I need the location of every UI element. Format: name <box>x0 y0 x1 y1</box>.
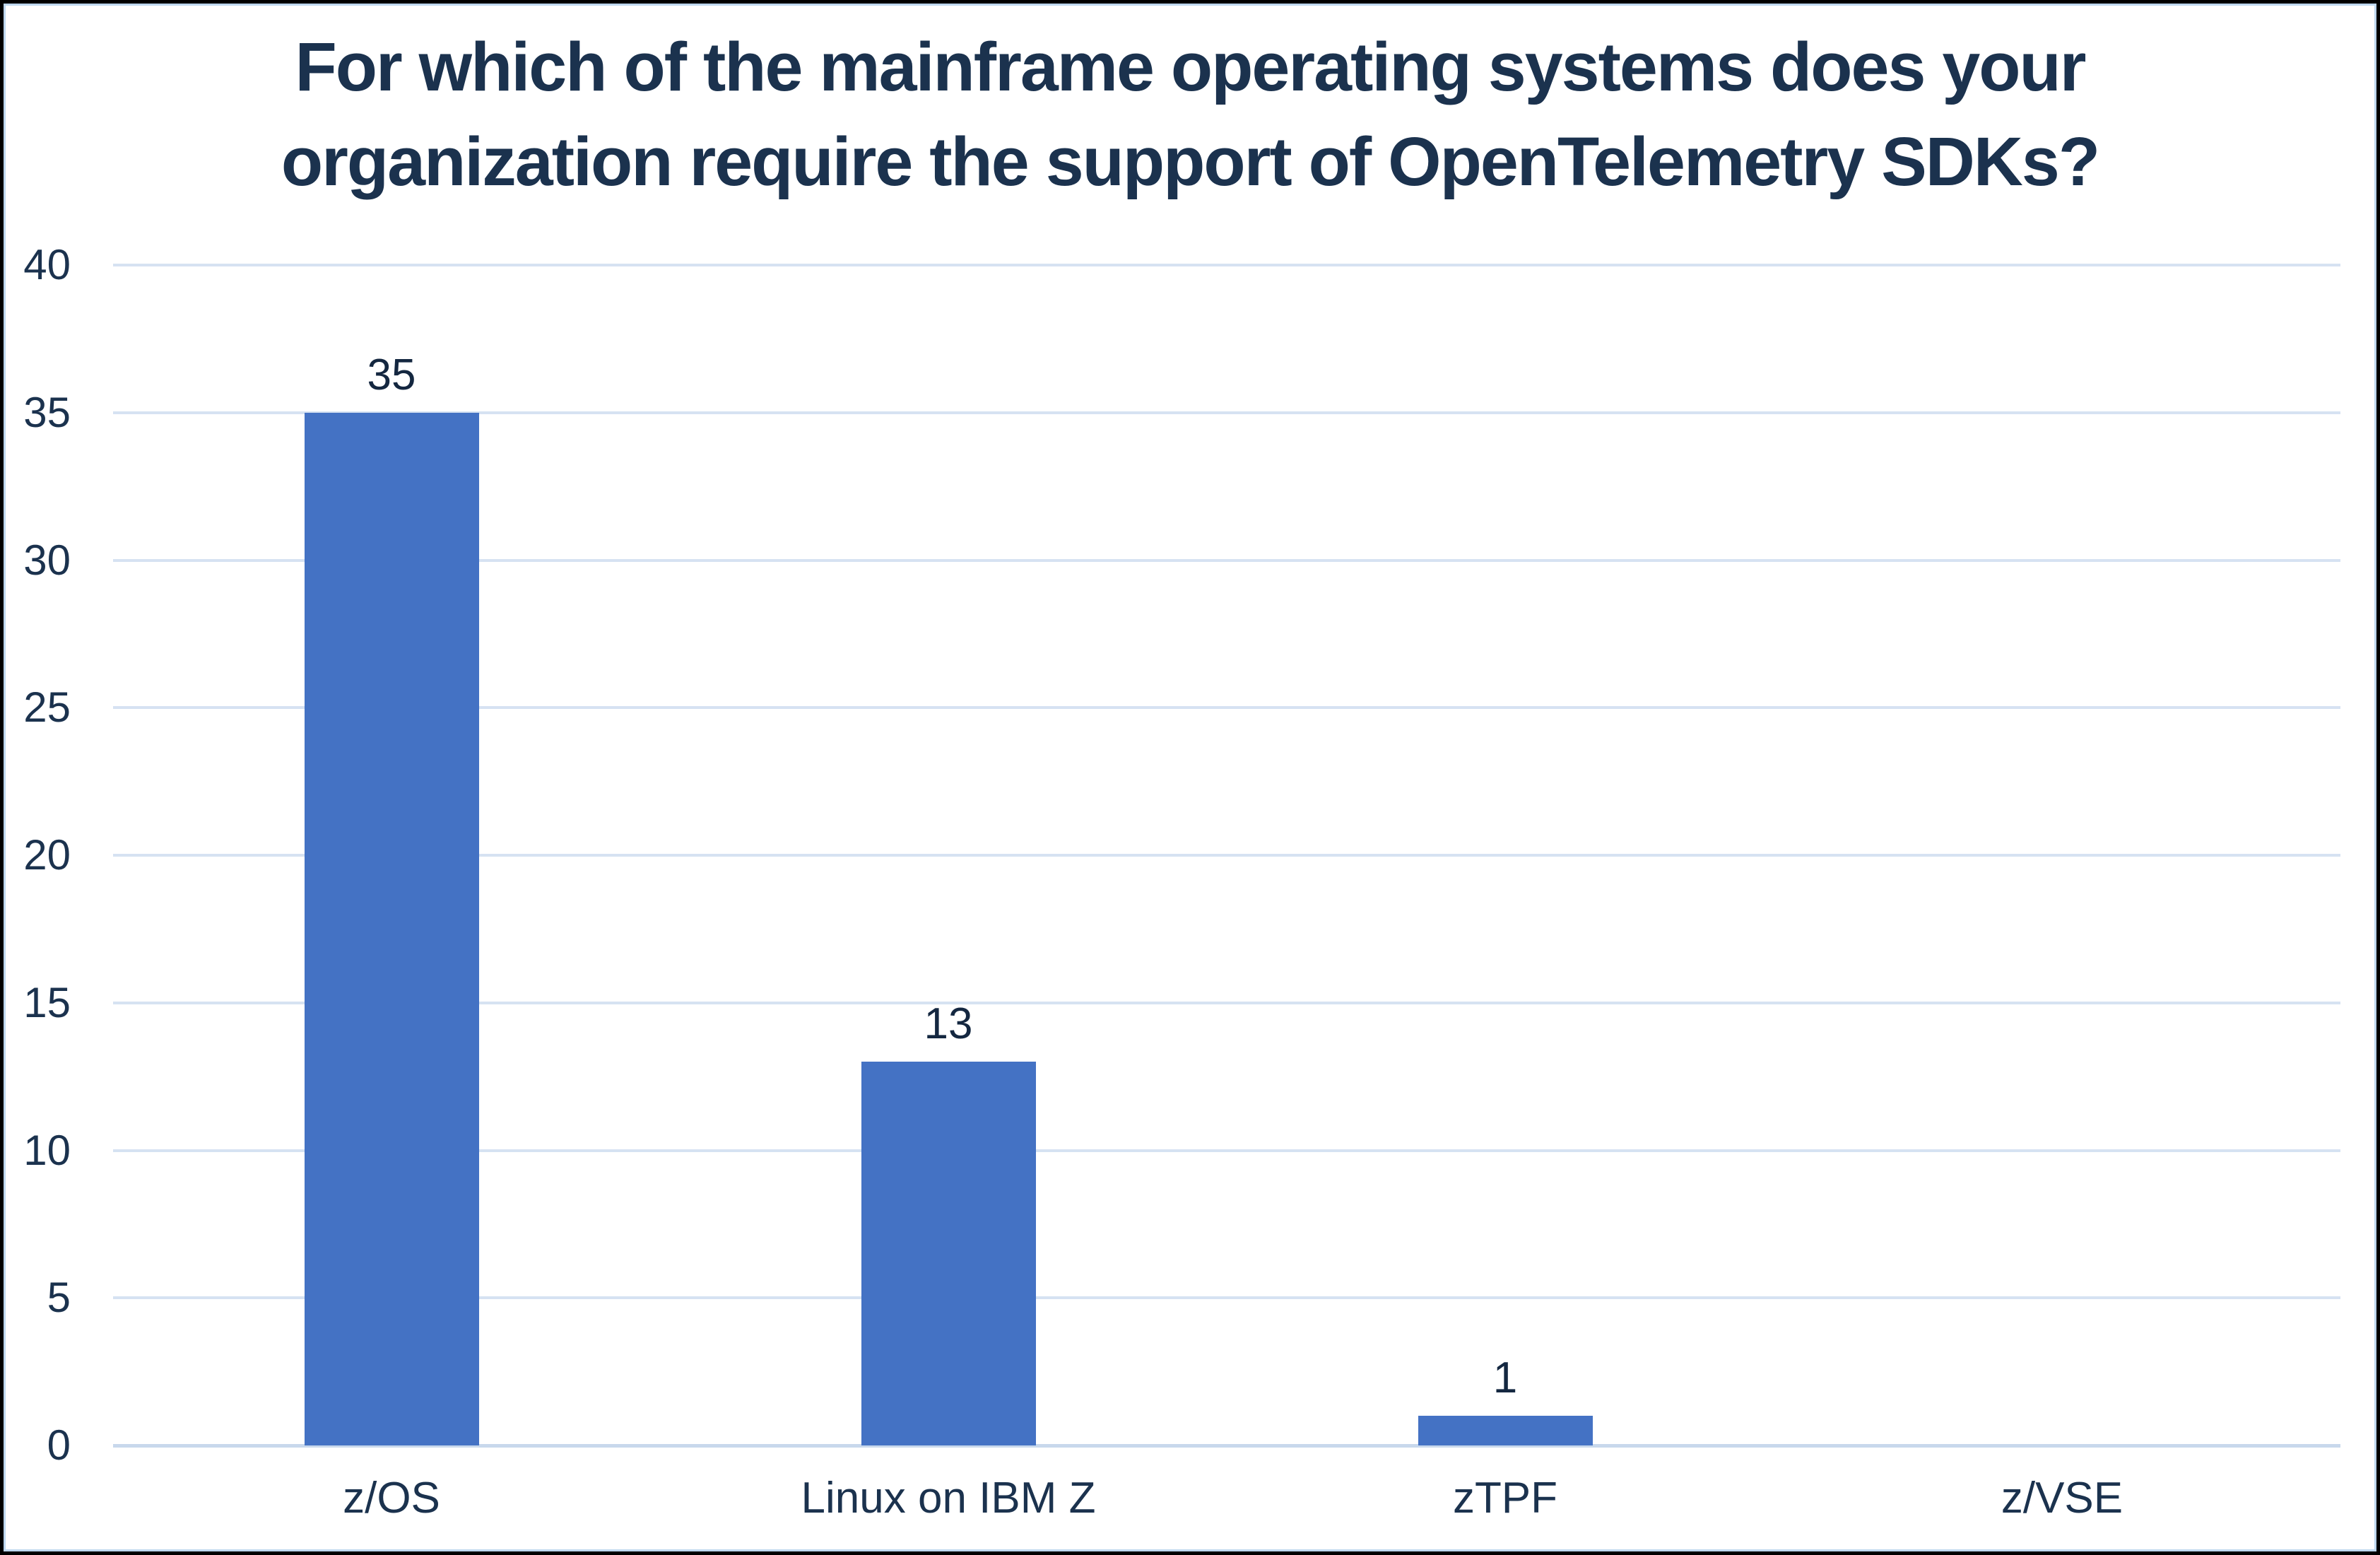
gridline <box>113 558 2340 562</box>
y-axis-tick-label: 35 <box>23 388 71 436</box>
y-axis-tick-label: 5 <box>47 1274 71 1322</box>
y-axis-tick-label: 30 <box>23 536 71 584</box>
x-axis-category-label: z/VSE <box>2001 1474 2123 1522</box>
gridline <box>113 411 2340 414</box>
bar-value-label: 35 <box>367 350 416 399</box>
bar-value-label: 13 <box>924 999 973 1049</box>
y-axis-tick-label: 15 <box>23 978 71 1026</box>
bar-value-label: 1 <box>1492 1354 1518 1403</box>
gridline <box>113 1001 2340 1004</box>
x-axis-category-label: zTPF <box>1452 1474 1558 1522</box>
y-axis-tick-label: 10 <box>23 1126 71 1174</box>
gridline <box>113 1149 2340 1152</box>
gridline <box>113 854 2340 857</box>
y-axis-tick-label: 20 <box>23 831 71 879</box>
gridline <box>113 1296 2340 1300</box>
gridline <box>113 706 2340 710</box>
y-axis-tick-label: 40 <box>23 241 71 288</box>
y-axis-tick-label: 25 <box>23 683 71 732</box>
gridline <box>113 264 2340 266</box>
bar-z-os <box>304 412 479 1445</box>
x-axis-category-label: z/OS <box>343 1474 440 1522</box>
chart-title-line-2: organization require the support of Open… <box>281 123 2100 200</box>
bar-ztpf <box>1418 1416 1593 1445</box>
x-axis-line <box>113 1443 2340 1448</box>
x-axis-category-label: Linux on IBM Z <box>801 1474 1096 1522</box>
y-axis-tick-label: 0 <box>47 1421 71 1469</box>
chart-title: For which of the mainframe operating sys… <box>0 20 2380 209</box>
bar-linux-on-ibm-z <box>861 1062 1036 1445</box>
chart-title-line-1: For which of the mainframe operating sys… <box>295 28 2086 105</box>
